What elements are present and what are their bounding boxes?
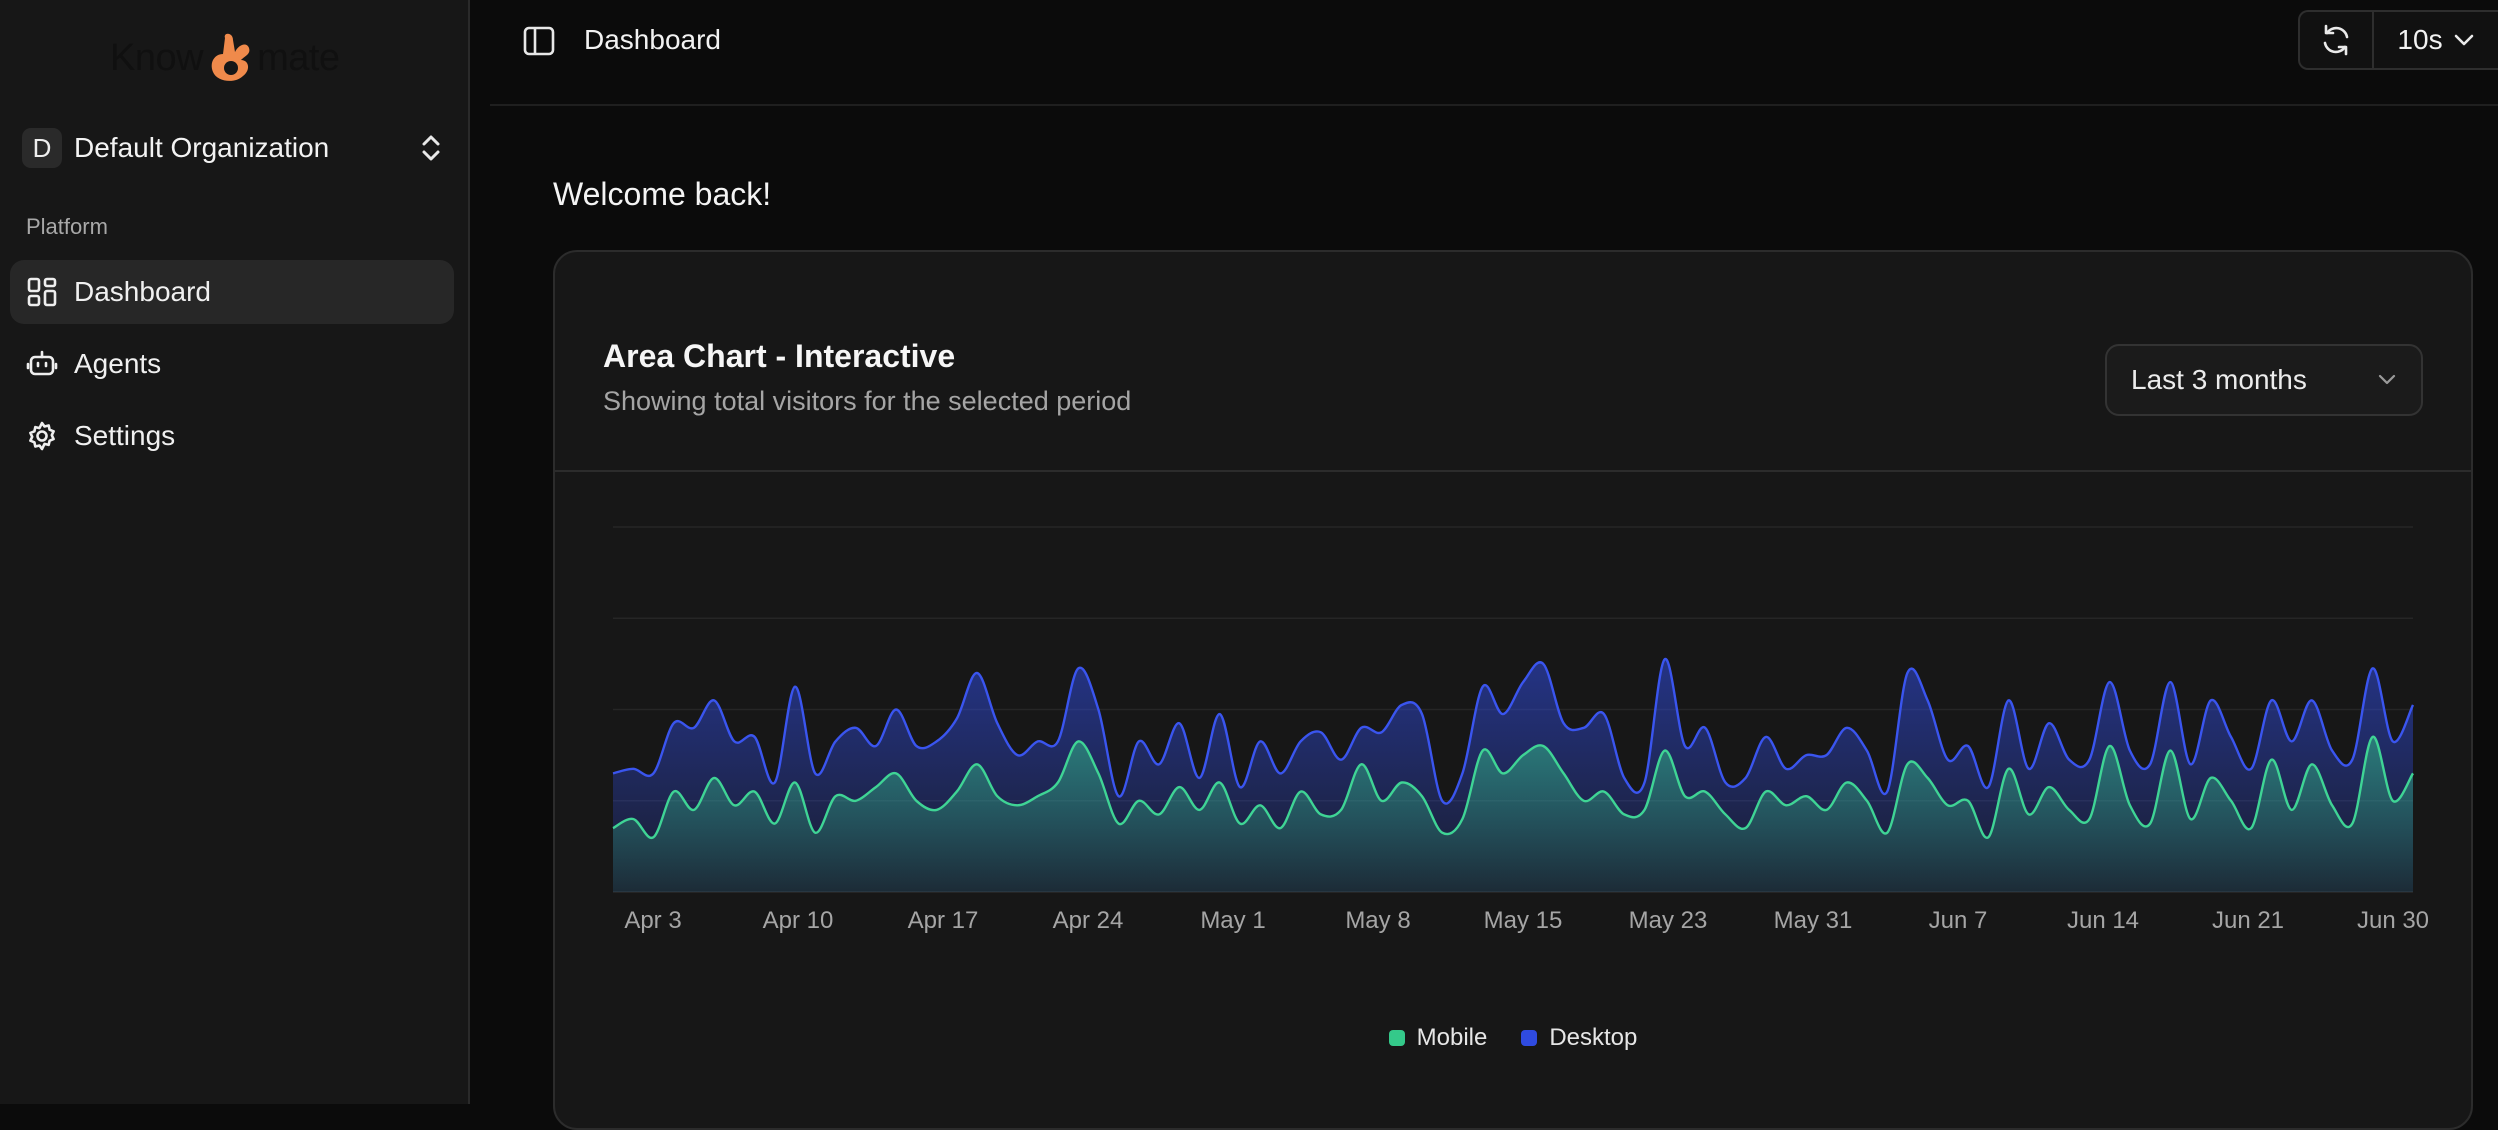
x-tick-label: Apr 10 xyxy=(763,907,834,934)
brand-right: mate xyxy=(257,36,340,79)
chart-legend: Mobile Desktop xyxy=(555,1024,2471,1052)
x-tick-label: May 1 xyxy=(1200,907,1265,934)
x-tick-label: Apr 24 xyxy=(1053,907,1124,934)
mobile-line xyxy=(612,735,2415,840)
org-avatar: D xyxy=(22,128,62,168)
x-tick-label: Jun 30 xyxy=(2357,907,2429,934)
chevron-down-icon xyxy=(2378,374,2396,385)
x-tick-label: May 8 xyxy=(1345,907,1410,934)
x-tick-label: Jun 14 xyxy=(2067,907,2139,934)
gear-icon xyxy=(26,420,58,452)
card-subtitle: Showing total visitors for the selected … xyxy=(603,386,1132,416)
legend-swatch-mobile xyxy=(1388,1030,1405,1046)
x-tick-label: Apr 17 xyxy=(908,907,979,934)
sidebar-item-label: Dashboard xyxy=(74,276,211,307)
dashboard-grid-icon xyxy=(26,276,58,308)
card-divider xyxy=(555,470,2471,472)
sidebar-section-label: Platform xyxy=(26,214,108,239)
area-chart[interactable]: Apr 3 Apr 10 Apr 17 Apr 24 May 1 May 8 May 15 M… xyxy=(555,472,2471,952)
x-axis-ticks: Apr 3 Apr 10 Apr 17 Apr 24 May 1 May 8 May 15 M… xyxy=(624,907,2429,934)
x-tick-label: May 31 xyxy=(1774,907,1853,934)
sidebar-item-settings[interactable]: Settings xyxy=(10,404,454,468)
x-tick-label: Jun 21 xyxy=(2212,907,2284,934)
brand-logo[interactable]: Know mate xyxy=(110,28,340,88)
area-chart-card: Area Chart - Interactive Showing total v… xyxy=(553,250,2473,1130)
bot-icon xyxy=(26,348,58,380)
legend-item-mobile[interactable]: Mobile xyxy=(1388,1024,1488,1052)
x-tick-label: May 15 xyxy=(1484,907,1563,934)
brand-left: Know xyxy=(110,36,204,79)
time-range-value: Last 3 months xyxy=(2131,364,2307,395)
legend-label: Mobile xyxy=(1416,1024,1488,1051)
sidebar-item-label: Settings xyxy=(74,420,176,451)
refresh-interval-value: 10s xyxy=(2397,24,2443,55)
x-tick-label: Apr 3 xyxy=(624,907,681,934)
refresh-icon xyxy=(2323,24,2349,56)
x-tick-label: May 23 xyxy=(1629,907,1708,934)
top-header: Dashboard 10s xyxy=(490,0,2498,106)
x-tick-label: Jun 7 xyxy=(1929,907,1988,934)
org-name: Default Organization xyxy=(74,132,330,163)
chevrons-up-down-icon xyxy=(422,135,440,161)
welcome-heading: Welcome back! xyxy=(553,176,772,212)
legend-label: Desktop xyxy=(1549,1024,1638,1051)
mobile-area xyxy=(613,736,2413,892)
refresh-interval-select[interactable]: 10s xyxy=(2374,12,2498,68)
desktop-line xyxy=(612,658,2415,805)
auto-refresh-control: 10s xyxy=(2298,10,2498,70)
sidebar-toggle-icon[interactable] xyxy=(522,24,556,58)
sidebar-item-agents[interactable]: Agents xyxy=(10,332,454,396)
breadcrumb: Dashboard xyxy=(584,24,721,55)
time-range-select[interactable]: Last 3 months xyxy=(2105,344,2423,416)
sidebar-item-dashboard[interactable]: Dashboard xyxy=(10,260,454,324)
chevron-down-icon xyxy=(2454,34,2473,46)
org-switcher[interactable]: D Default Organization xyxy=(22,126,446,170)
sidebar-item-label: Agents xyxy=(74,348,162,379)
legend-swatch-desktop xyxy=(1521,1030,1538,1046)
sidebar: Know mate D Default Organization Platfor… xyxy=(0,0,470,1104)
legend-item-desktop[interactable]: Desktop xyxy=(1521,1024,1637,1052)
ok-hand-logo-icon xyxy=(211,33,250,81)
refresh-button[interactable] xyxy=(2300,12,2374,68)
card-title: Area Chart - Interactive xyxy=(603,338,956,374)
sidebar-nav: Dashboard Agents Settings xyxy=(10,260,454,476)
